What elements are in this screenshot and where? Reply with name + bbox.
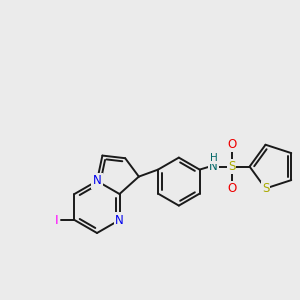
Text: S: S	[228, 160, 235, 173]
Text: H: H	[210, 153, 218, 163]
Text: S: S	[262, 182, 269, 195]
Text: N: N	[93, 175, 101, 188]
Text: O: O	[227, 138, 236, 151]
Text: O: O	[227, 182, 236, 195]
Text: N: N	[209, 160, 218, 173]
Text: I: I	[55, 214, 58, 226]
Text: N: N	[115, 214, 124, 226]
